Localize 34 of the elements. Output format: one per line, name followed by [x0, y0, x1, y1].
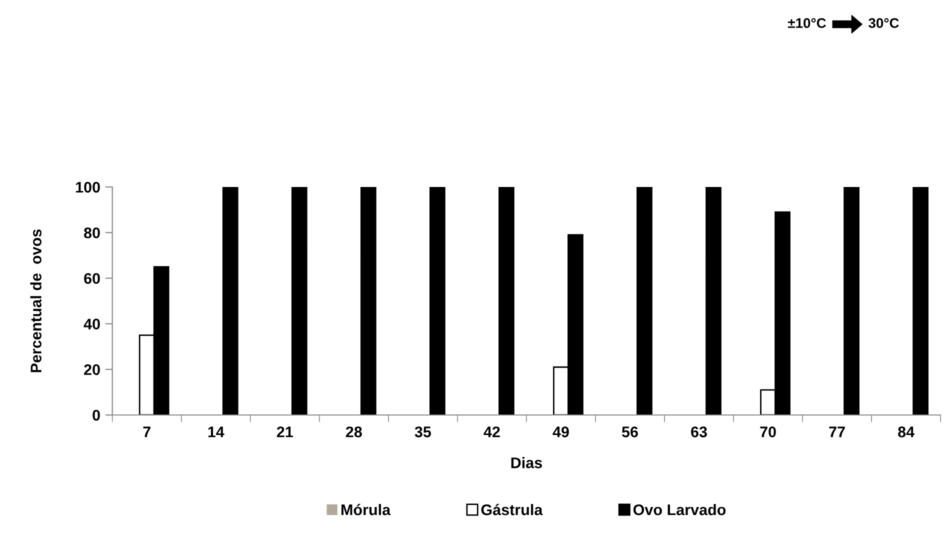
x-tick-label: 14	[208, 426, 224, 438]
bar	[291, 187, 308, 415]
bar	[429, 187, 446, 415]
y-tick-label: 40	[84, 318, 100, 330]
x-tick-label: 7	[143, 426, 150, 438]
text: ±10°C	[788, 18, 826, 28]
x-tick-label: 56	[622, 426, 638, 438]
x-tick-label: 35	[414, 426, 431, 438]
x-tick-label: 84	[898, 426, 914, 438]
bar	[498, 187, 514, 415]
y-tick-label: 80	[84, 227, 100, 238]
x-axis-title: Dias	[511, 457, 542, 468]
legend-label: Ovo Larvado	[633, 504, 726, 516]
bar	[222, 187, 238, 415]
x-tick-label: 70	[760, 426, 776, 438]
x-tick-label: 77	[829, 426, 845, 438]
x-tick-label: 42	[484, 426, 500, 438]
legend-label: Mórula	[341, 504, 391, 516]
bar	[706, 187, 722, 415]
x-tick-label: 21	[276, 426, 293, 438]
y-axis-title: Percentual de ovos	[30, 229, 42, 372]
y-tick-label: 20	[84, 364, 100, 376]
x-tick-label: 28	[346, 426, 362, 438]
y-tick-label: 60	[84, 273, 100, 284]
bar	[360, 187, 376, 415]
x-tick-label: 63	[691, 426, 707, 438]
legend-label: Gástrula	[481, 504, 543, 516]
y-tick-label: 100	[76, 182, 100, 193]
y-tick-label: 0	[92, 410, 100, 421]
x-tick-label: 49	[552, 426, 569, 438]
text: 30°C	[868, 18, 899, 28]
bar	[844, 187, 860, 415]
bar	[636, 187, 652, 415]
bar	[912, 187, 928, 415]
